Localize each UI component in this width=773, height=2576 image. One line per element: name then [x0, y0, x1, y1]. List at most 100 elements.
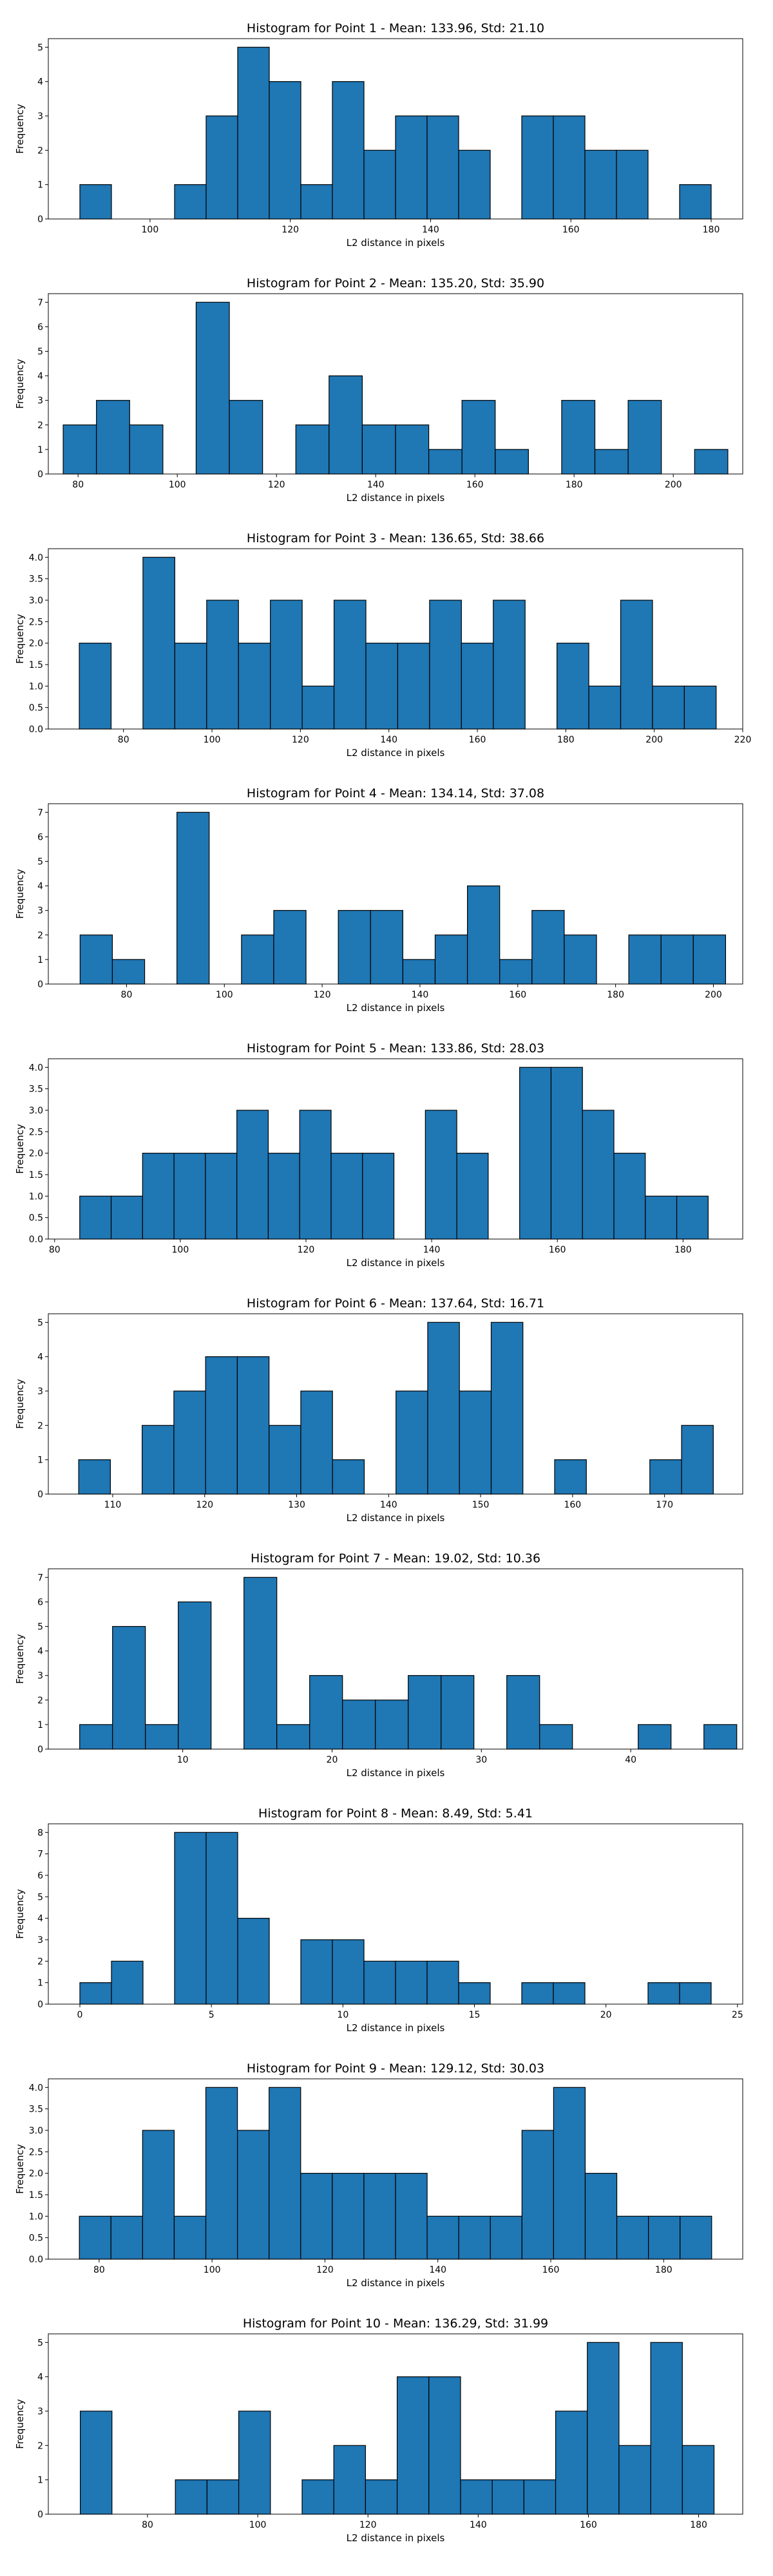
histogram-bar	[441, 1675, 475, 1750]
histogram-bar	[276, 1724, 310, 1750]
histogram-bar	[395, 1960, 428, 2005]
y-tick-label: 0.5	[29, 2233, 43, 2244]
y-tick-label: 2	[37, 146, 43, 156]
x-tick-label: 140	[380, 1500, 397, 1510]
histogram-bar	[370, 910, 403, 985]
histogram-panel-7: Histogram for Point 7 - Mean: 19.02, Std…	[14, 1551, 743, 1779]
y-tick-label: 5	[37, 857, 43, 867]
histogram-bar	[587, 2342, 620, 2515]
histogram-bar	[173, 1390, 206, 1495]
histogram-bar	[267, 1153, 300, 1240]
x-tick-label: 100	[169, 480, 186, 490]
histogram-bar	[145, 1724, 179, 1750]
axes-frame	[48, 1823, 743, 2005]
y-axis-label: Frequency	[14, 1379, 26, 1429]
x-tick-label: 140	[429, 2265, 446, 2275]
y-tick-label: 0	[37, 1745, 43, 1755]
histogram-bar	[428, 2376, 461, 2515]
x-tick-label: 130	[288, 1500, 305, 1510]
histogram-bar	[648, 2215, 681, 2260]
y-tick-label: 1.0	[29, 681, 43, 692]
histogram-bar	[395, 424, 430, 475]
histogram-bar	[142, 1153, 175, 1240]
y-tick-label: 7	[37, 298, 43, 308]
histogram-bar	[273, 910, 307, 985]
axes-frame	[48, 548, 743, 730]
histogram-bar	[554, 1459, 587, 1495]
axes-frame	[48, 1568, 743, 1750]
histogram-bar	[499, 959, 533, 985]
histogram-bar	[329, 375, 363, 475]
histogram-bar	[80, 2410, 113, 2515]
histogram-bar	[174, 1832, 207, 2005]
histogram-bar	[173, 2215, 207, 2260]
axes-frame	[48, 38, 743, 220]
histogram-bar	[679, 184, 712, 220]
histogram-bar	[237, 2130, 270, 2260]
histogram-bar	[96, 400, 130, 475]
histogram-bar	[79, 1724, 113, 1750]
histogram-bar	[692, 934, 727, 985]
y-tick-label: 5	[37, 1318, 43, 1328]
x-tick-label: 220	[734, 735, 752, 745]
histogram-bar	[295, 424, 330, 475]
histogram-bar	[363, 1960, 396, 2005]
x-tick-label: 120	[196, 1500, 213, 1510]
histogram-bar	[79, 1982, 112, 2005]
chart-title: Histogram for Point 10 - Mean: 136.29, S…	[243, 2316, 548, 2331]
histogram-bar	[142, 556, 175, 730]
histogram-bar	[195, 301, 230, 475]
x-tick-label: 10	[177, 1755, 189, 1765]
histogram-bar	[365, 2479, 398, 2515]
x-tick-label: 140	[470, 2520, 487, 2530]
histogram-bar	[362, 1153, 395, 1240]
y-tick-label: 6	[37, 832, 43, 842]
histogram-bar	[428, 449, 463, 475]
histogram-bar	[79, 1195, 112, 1240]
histogram-bar	[205, 1153, 238, 1240]
x-axis-label: L2 distance in pixels	[347, 2277, 445, 2289]
histogram-bar	[332, 1459, 365, 1495]
histogram-bar	[333, 2445, 366, 2515]
histogram-bar	[111, 1960, 144, 2005]
x-tick-label: 30	[475, 1755, 487, 1765]
histogram-bar	[683, 685, 717, 730]
histogram-bar	[300, 184, 333, 220]
x-tick-label: 100	[204, 2265, 221, 2275]
histogram-bar	[110, 1195, 143, 1240]
y-tick-label: 0	[37, 980, 43, 990]
axes-frame	[48, 293, 743, 475]
y-axis-label: Frequency	[14, 359, 26, 409]
y-tick-label: 0.0	[29, 1235, 43, 1245]
histogram-bar	[531, 910, 565, 985]
chart-title: Histogram for Point 3 - Mean: 136.65, St…	[247, 531, 544, 545]
histogram-bar	[408, 1675, 442, 1750]
y-tick-label: 4	[37, 2372, 43, 2383]
y-tick-label: 6	[37, 1871, 43, 1881]
x-tick-label: 180	[703, 225, 720, 235]
chart-title: Histogram for Point 7 - Mean: 19.02, Std…	[251, 1551, 540, 1566]
histogram-bar	[434, 934, 468, 985]
x-axis-label: L2 distance in pixels	[347, 747, 445, 759]
x-tick-label: 160	[466, 480, 484, 490]
x-tick-label: 180	[655, 2265, 673, 2275]
y-tick-label: 4.0	[29, 2083, 43, 2093]
y-tick-label: 3	[37, 1935, 43, 1946]
histogram-bar	[205, 115, 238, 220]
y-tick-label: 2	[37, 421, 43, 431]
y-tick-label: 6	[37, 322, 43, 332]
histogram-bar	[205, 1356, 238, 1495]
histogram-bar	[555, 2410, 588, 2515]
y-tick-label: 0	[37, 214, 43, 225]
histogram-bar	[539, 1724, 573, 1750]
y-tick-label: 2	[37, 1956, 43, 1967]
histogram-bar	[395, 115, 428, 220]
y-tick-label: 0.5	[29, 703, 43, 714]
y-tick-label: 2.0	[29, 2169, 43, 2179]
histogram-bar	[342, 1700, 376, 1750]
histogram-bar	[618, 2445, 651, 2515]
histogram-bar	[330, 1153, 363, 1240]
histogram-bar	[300, 2173, 333, 2260]
y-tick-label: 2	[37, 1696, 43, 1706]
x-axis-label: L2 distance in pixels	[347, 1002, 445, 1014]
